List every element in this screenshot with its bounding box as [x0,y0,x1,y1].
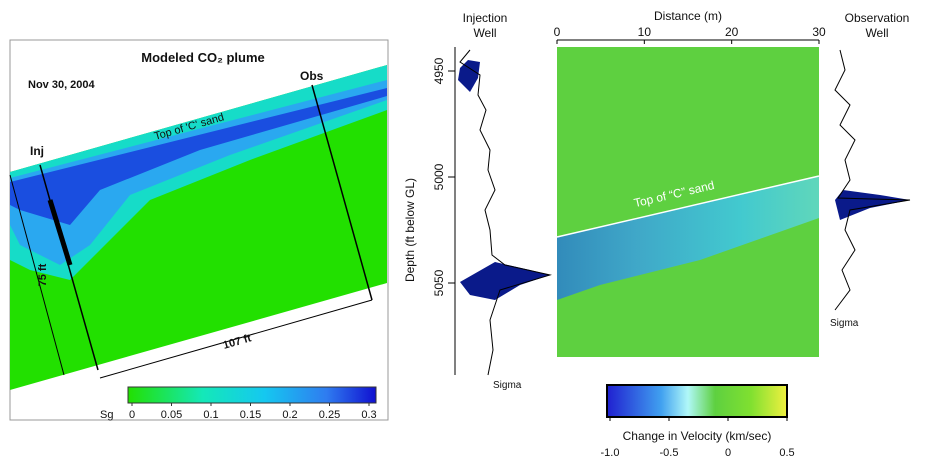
colorbar-tick-label: 0.5 [779,447,794,459]
y-tick-label: 5000 [432,163,446,190]
velocity-colorbar [606,384,788,418]
x-tick-label: 10 [638,25,652,39]
thickness-label: 75 ft [37,263,49,286]
colorbar-tick-label: 0.05 [161,409,182,421]
x-tick-label: 30 [812,25,826,39]
x-axis-label: Distance (m) [654,9,722,23]
colorbar-tick-label: 0 [725,447,731,459]
sg-colorbar [127,386,377,404]
sg-colorbar-label: Sg [100,409,113,421]
colorbar-tick-label: 0 [129,409,135,421]
observation-log [834,49,911,311]
observation-title: Well [865,26,888,40]
top-sand-line [556,175,820,238]
colorbar-tick-label: -0.5 [660,447,679,459]
length-arrow [99,299,373,379]
velocity-anomaly [557,176,819,300]
y-axis-label: Depth (ft below GL) [403,178,417,282]
colorbar-tick-label: -1.0 [601,447,620,459]
injection-title: Injection [463,11,508,25]
observation-sigma-label: Sigma [830,318,859,329]
injection-well [39,164,99,371]
x-tick-label: 20 [725,25,739,39]
observation-well [311,84,373,301]
plume-core [10,88,387,225]
observation-log-peak [835,190,910,220]
injection-log-peak [458,60,480,92]
y-tick-label: 4950 [432,57,446,84]
left-title: Modeled CO₂ plume [141,50,265,65]
colorbar-tick-label: 0.15 [240,409,261,421]
colorbar-tick-label: 0.3 [361,409,376,421]
observation-title: Observation [845,11,910,25]
injection-log-peak [460,262,550,300]
x-tick-label: 0 [554,25,561,39]
thickness-arrow [9,174,65,376]
colorbar-tick-label: 0.2 [282,409,297,421]
obs-label: Obs [300,69,324,83]
colorbar-tick-label: 0.1 [203,409,218,421]
injection-sigma-label: Sigma [493,380,522,391]
injection-log [459,49,552,376]
inj-label: Inj [30,144,44,158]
date-label: Nov 30, 2004 [28,79,96,91]
y-tick-label: 5050 [432,269,446,296]
injection-title: Well [473,26,496,40]
velocity-colorbar-label: Change in Velocity (km/sec) [623,429,772,443]
colorbar-tick-label: 0.25 [319,409,340,421]
plume-mid [10,80,387,265]
